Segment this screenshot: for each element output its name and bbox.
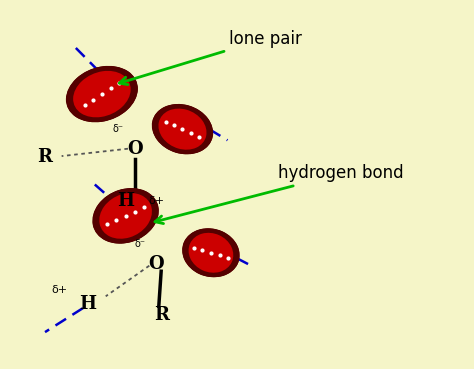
Text: δ+: δ+	[51, 284, 67, 295]
Ellipse shape	[99, 193, 152, 239]
Ellipse shape	[66, 67, 131, 119]
Ellipse shape	[155, 104, 210, 150]
Ellipse shape	[96, 193, 155, 244]
Ellipse shape	[154, 104, 208, 150]
Ellipse shape	[182, 230, 232, 275]
Ellipse shape	[72, 70, 136, 122]
Ellipse shape	[159, 106, 213, 152]
Ellipse shape	[73, 67, 137, 119]
Ellipse shape	[100, 189, 158, 240]
Text: R: R	[37, 148, 53, 166]
Ellipse shape	[186, 228, 236, 273]
Ellipse shape	[184, 228, 234, 273]
Ellipse shape	[159, 105, 213, 151]
Ellipse shape	[94, 188, 153, 239]
Text: δ⁻: δ⁻	[134, 238, 146, 249]
Ellipse shape	[184, 232, 234, 277]
Ellipse shape	[186, 232, 236, 277]
Ellipse shape	[152, 105, 206, 151]
Ellipse shape	[190, 230, 240, 275]
Ellipse shape	[158, 108, 207, 150]
Text: δ⁻: δ⁻	[113, 124, 124, 134]
Text: O: O	[128, 141, 143, 158]
Ellipse shape	[73, 68, 138, 120]
Ellipse shape	[152, 106, 206, 152]
Ellipse shape	[70, 70, 134, 123]
Ellipse shape	[92, 190, 151, 241]
Ellipse shape	[155, 108, 210, 154]
Ellipse shape	[93, 192, 152, 242]
Ellipse shape	[73, 71, 131, 117]
Ellipse shape	[94, 192, 153, 244]
Ellipse shape	[182, 229, 233, 274]
Ellipse shape	[98, 192, 157, 244]
Text: lone pair: lone pair	[119, 30, 302, 85]
Ellipse shape	[189, 229, 239, 274]
Ellipse shape	[72, 66, 136, 118]
Ellipse shape	[157, 104, 211, 150]
Ellipse shape	[66, 69, 131, 121]
Ellipse shape	[100, 192, 158, 242]
Text: H: H	[117, 192, 134, 210]
Ellipse shape	[152, 107, 206, 153]
Ellipse shape	[93, 189, 152, 240]
Ellipse shape	[66, 68, 130, 120]
Ellipse shape	[70, 66, 134, 118]
Ellipse shape	[157, 108, 211, 154]
Text: hydrogen bond: hydrogen bond	[155, 165, 404, 224]
Ellipse shape	[98, 188, 157, 239]
Ellipse shape	[100, 190, 159, 241]
Ellipse shape	[154, 108, 208, 154]
Text: R: R	[154, 307, 169, 324]
Ellipse shape	[189, 233, 233, 273]
Ellipse shape	[189, 231, 239, 276]
Ellipse shape	[188, 232, 238, 277]
Ellipse shape	[96, 188, 155, 239]
Ellipse shape	[182, 231, 233, 276]
Ellipse shape	[73, 69, 137, 121]
Ellipse shape	[188, 228, 238, 273]
Text: O: O	[149, 255, 164, 273]
Ellipse shape	[68, 70, 132, 122]
Text: H: H	[79, 296, 96, 313]
Text: δ+: δ+	[148, 196, 164, 206]
Ellipse shape	[159, 107, 213, 153]
Ellipse shape	[68, 66, 132, 118]
